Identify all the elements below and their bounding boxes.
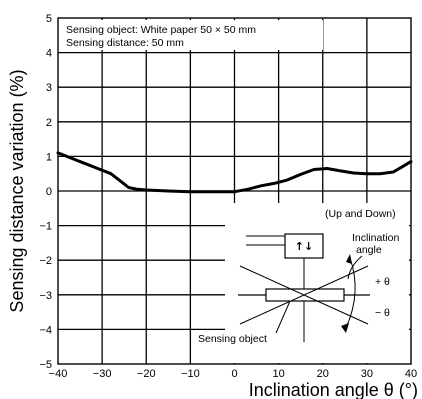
series-line bbox=[56, 151, 413, 194]
inset-background bbox=[225, 203, 409, 363]
inclination-label-line-1: Inclination bbox=[352, 232, 399, 244]
sensor-arrows-icon: ↑↓ bbox=[295, 240, 313, 253]
object-leader bbox=[275, 300, 291, 334]
x-axis-title: Inclination angle θ (°) bbox=[249, 380, 418, 399]
arc-arrowhead-bottom bbox=[341, 323, 349, 333]
x-tick-label: −20 bbox=[137, 368, 156, 380]
y-tick-label: −3 bbox=[39, 290, 52, 302]
y-tick-labels: 5 4 3 2 1 0 −1 −2 −3 −4 −5 bbox=[39, 13, 52, 371]
y-tick-label: 5 bbox=[46, 13, 52, 25]
y-tick-label: −1 bbox=[39, 221, 52, 233]
sensing-object-label: Sensing object bbox=[198, 333, 267, 345]
annotation-line-1: Sensing object: White paper 50 × 50 mm bbox=[66, 24, 256, 36]
inclination-arc bbox=[345, 257, 356, 329]
y-tick-label: 3 bbox=[46, 82, 52, 94]
plot-frame bbox=[57, 17, 412, 365]
sensor-head bbox=[284, 233, 324, 259]
plus-theta-label: + θ bbox=[375, 276, 390, 288]
y-tick-label: 0 bbox=[46, 186, 52, 198]
x-tick-label: −30 bbox=[93, 368, 112, 380]
y-tick-label: 4 bbox=[46, 48, 52, 60]
y-tick-label: −5 bbox=[39, 359, 52, 371]
inset-title: (Up and Down) bbox=[325, 208, 396, 220]
x-tick-label: −10 bbox=[181, 368, 200, 380]
annotation-box-mask bbox=[61, 20, 323, 50]
annotation-line-2: Sensing distance: 50 mm bbox=[66, 37, 184, 49]
arc-arrowhead-top bbox=[346, 254, 352, 264]
y-tick-label: 1 bbox=[46, 151, 52, 163]
x-tick-label: −40 bbox=[49, 368, 68, 380]
inclination-label-line-2: angle bbox=[356, 244, 382, 256]
y-tick-label: 2 bbox=[46, 117, 52, 129]
tilt-line-minus bbox=[239, 265, 369, 325]
x-tick-labels: −40 −30 −20 −10 0 10 20 30 40 bbox=[49, 368, 417, 380]
x-tick-label: 0 bbox=[231, 368, 237, 380]
minus-theta-label: − θ bbox=[375, 307, 390, 319]
y-tick-label: −4 bbox=[39, 324, 52, 336]
x-tick-label: 20 bbox=[317, 368, 329, 380]
y-axis-title: Sensing distance variation (%) bbox=[7, 69, 27, 312]
inclination-leader bbox=[347, 255, 363, 280]
x-tick-label: 10 bbox=[273, 368, 285, 380]
y-tick-label: −2 bbox=[39, 255, 52, 267]
x-tick-label: 30 bbox=[361, 368, 373, 380]
x-tick-label: 40 bbox=[405, 368, 417, 380]
inset-diagram: (Up and Down) ↑↓ Inclination angle + θ −… bbox=[198, 203, 409, 363]
